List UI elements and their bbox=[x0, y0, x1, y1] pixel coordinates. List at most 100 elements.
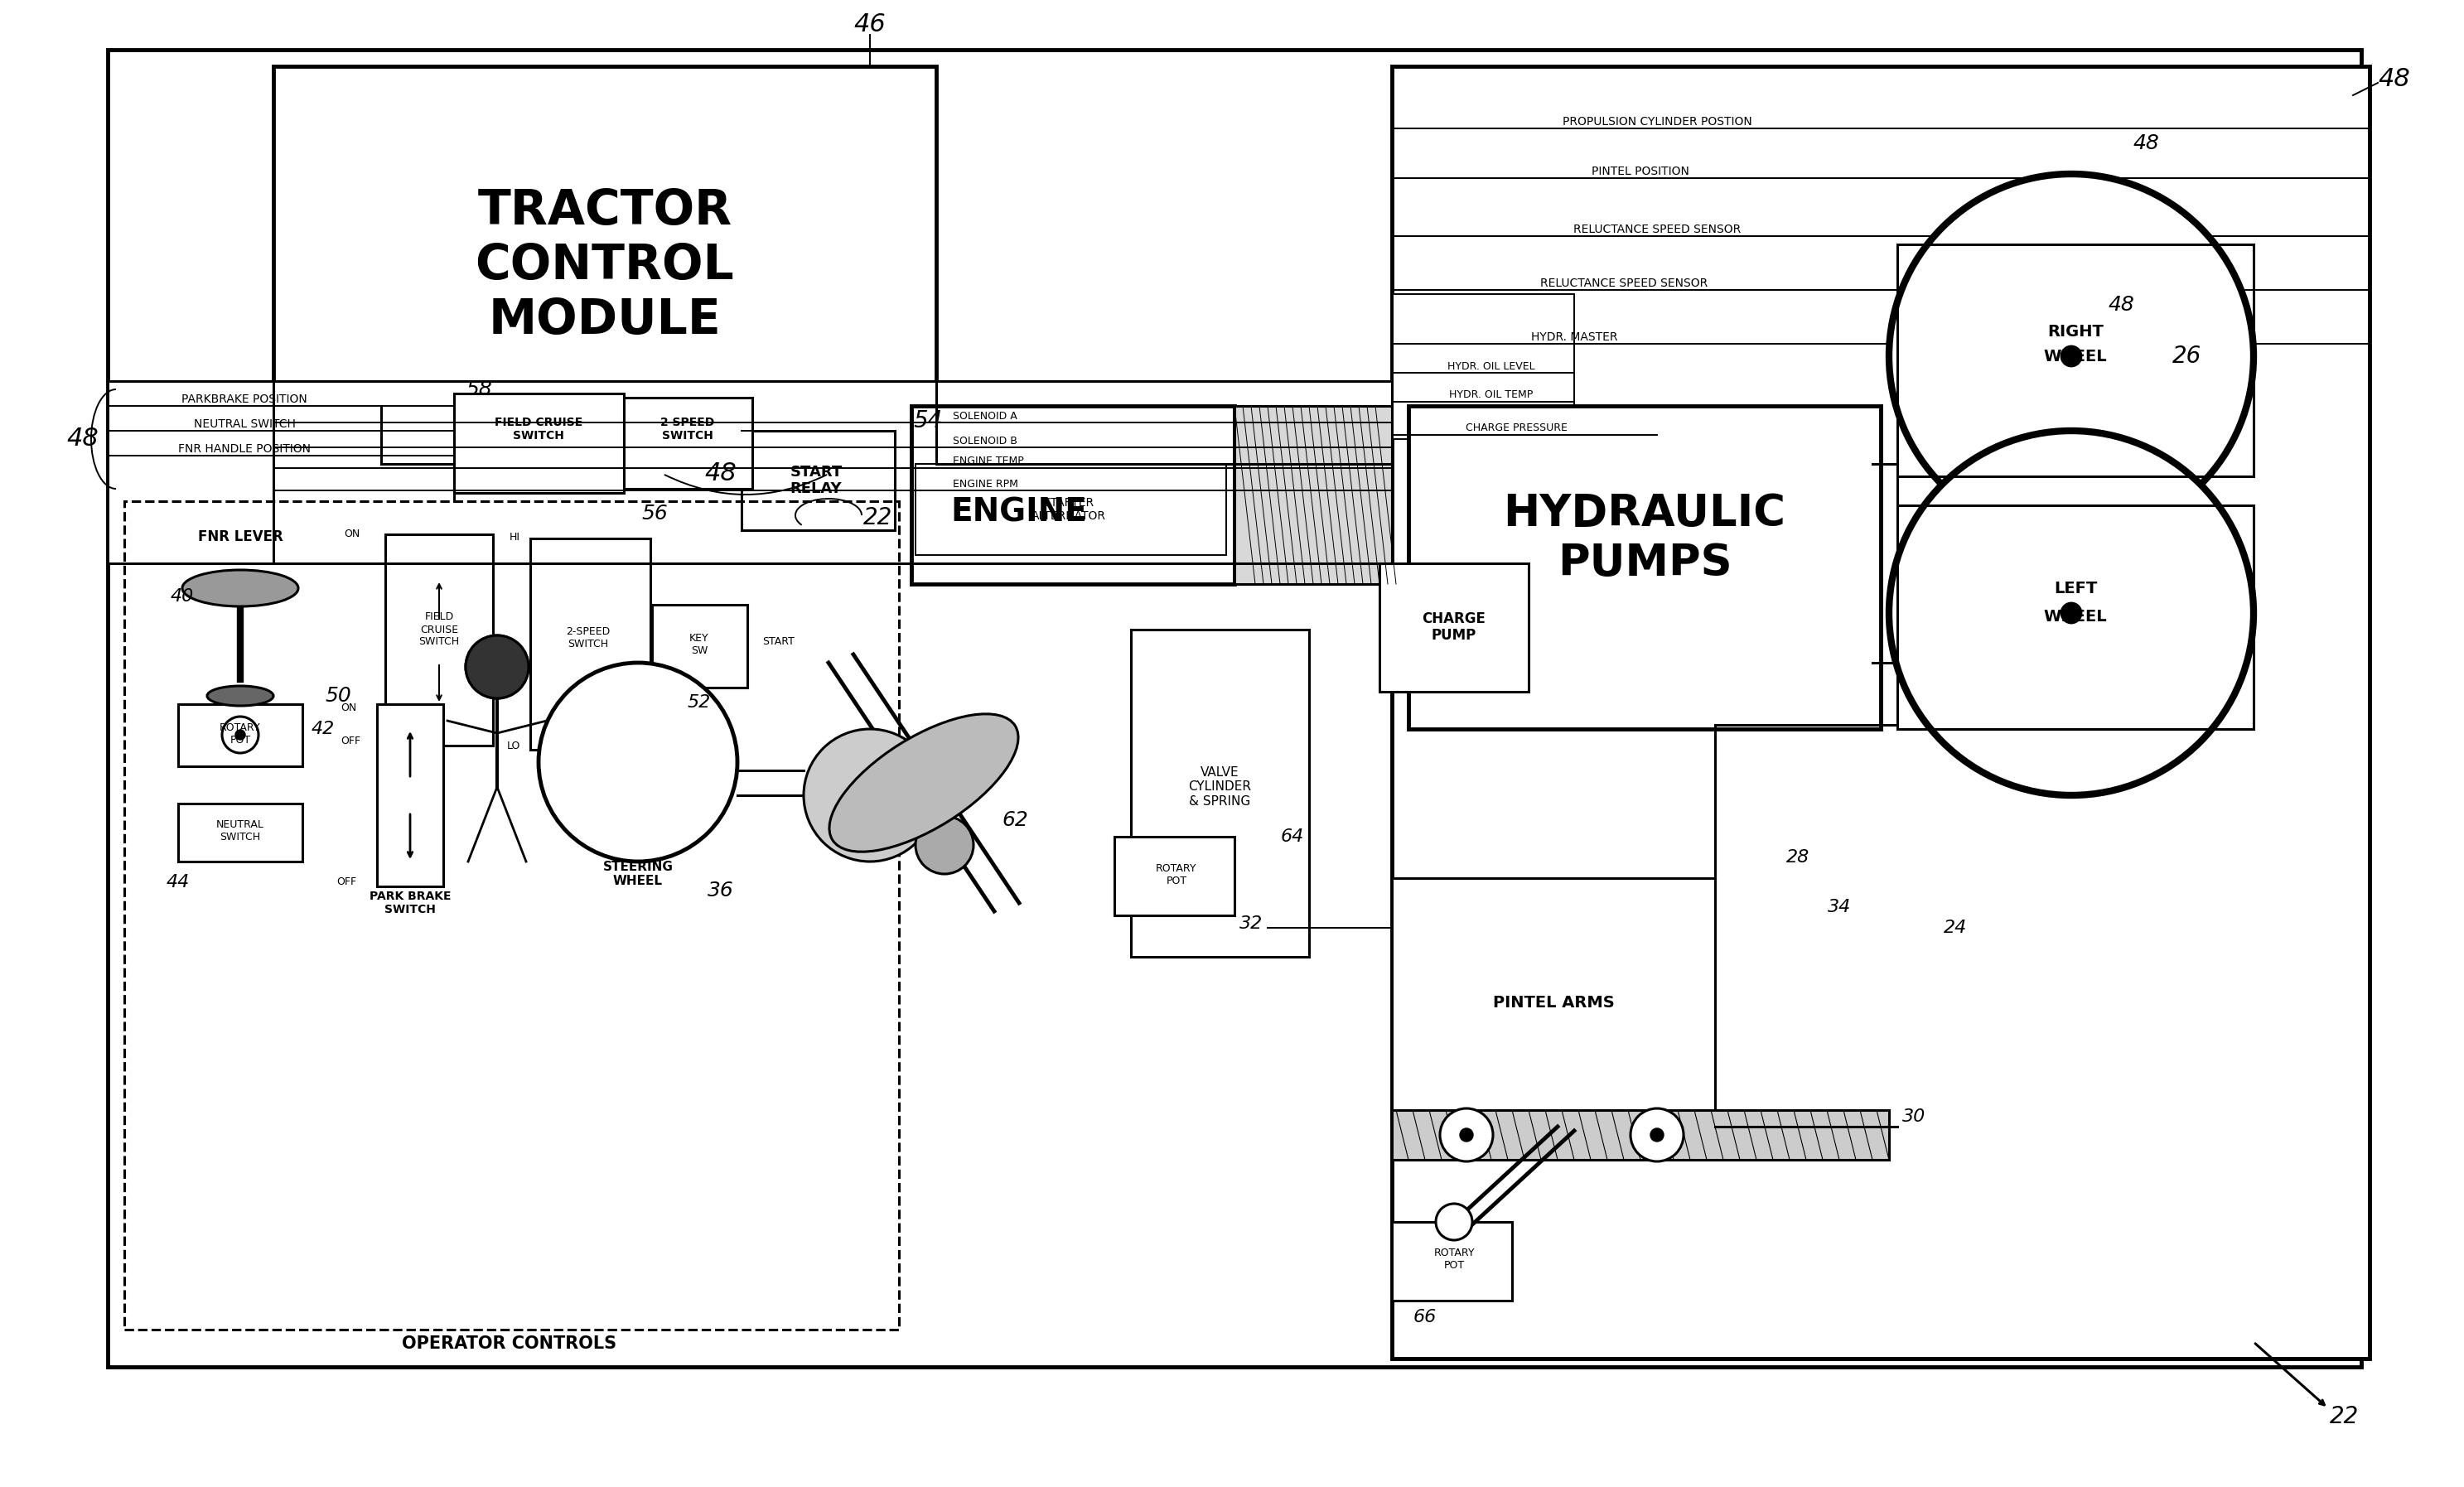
Circle shape bbox=[803, 729, 936, 861]
Text: VALVE
CYLINDER
& SPRING: VALVE CYLINDER & SPRING bbox=[1188, 766, 1252, 807]
Text: 62: 62 bbox=[1003, 810, 1027, 830]
Circle shape bbox=[1890, 174, 2255, 538]
Text: ON: ON bbox=[340, 703, 357, 714]
Text: WHEEL: WHEEL bbox=[2043, 348, 2107, 364]
Bar bbox=[623, 397, 752, 489]
Text: 48: 48 bbox=[2134, 134, 2158, 153]
Bar bbox=[1897, 506, 2255, 729]
Text: RIGHT: RIGHT bbox=[2048, 324, 2104, 339]
Bar bbox=[653, 605, 747, 687]
Text: FNR HANDLE POSITION: FNR HANDLE POSITION bbox=[177, 443, 310, 455]
Text: FIELD
CRUISE
SWITCH: FIELD CRUISE SWITCH bbox=[419, 611, 458, 647]
Text: ON: ON bbox=[345, 529, 360, 540]
Text: HI: HI bbox=[510, 531, 520, 543]
Text: ROTARY
POT: ROTARY POT bbox=[1434, 1248, 1473, 1271]
Text: 42: 42 bbox=[310, 721, 335, 738]
Text: ENGINE: ENGINE bbox=[951, 497, 1087, 528]
Text: SOLENOID B: SOLENOID B bbox=[954, 436, 1018, 446]
Text: 22: 22 bbox=[862, 506, 892, 529]
Circle shape bbox=[917, 816, 973, 874]
Text: 24: 24 bbox=[1944, 919, 1966, 937]
Bar bbox=[177, 705, 303, 766]
Text: 32: 32 bbox=[1239, 916, 1262, 932]
Bar bbox=[108, 49, 2361, 1367]
Text: PINTEL POSITION: PINTEL POSITION bbox=[1592, 165, 1690, 177]
Bar bbox=[453, 394, 623, 492]
Circle shape bbox=[540, 663, 737, 861]
Text: FIELD CRUISE
SWITCH: FIELD CRUISE SWITCH bbox=[495, 416, 582, 442]
Text: 58: 58 bbox=[466, 379, 493, 400]
Circle shape bbox=[2062, 604, 2082, 623]
Circle shape bbox=[1631, 1108, 1683, 1161]
Text: PROPULSION CYLINDER POSTION: PROPULSION CYLINDER POSTION bbox=[1562, 116, 1752, 128]
Text: 64: 64 bbox=[1281, 828, 1303, 845]
Bar bbox=[1131, 629, 1308, 956]
Text: KEY
SW: KEY SW bbox=[690, 633, 710, 656]
Bar bbox=[377, 705, 444, 886]
Bar bbox=[1380, 564, 1528, 691]
Circle shape bbox=[1439, 1108, 1493, 1161]
Text: SOLENOID A: SOLENOID A bbox=[954, 410, 1018, 421]
Bar bbox=[1897, 244, 2255, 476]
Text: 52: 52 bbox=[687, 694, 712, 711]
Bar bbox=[274, 67, 936, 464]
Ellipse shape bbox=[830, 714, 1018, 852]
Bar bbox=[1114, 837, 1234, 916]
Ellipse shape bbox=[207, 686, 274, 706]
Text: 40: 40 bbox=[170, 589, 195, 605]
Text: ROTARY
POT: ROTARY POT bbox=[219, 723, 261, 745]
Text: 48: 48 bbox=[705, 462, 737, 486]
Bar bbox=[912, 406, 1234, 584]
Bar bbox=[108, 381, 1392, 564]
Text: OFF: OFF bbox=[335, 877, 357, 888]
Text: 26: 26 bbox=[2173, 345, 2203, 367]
Text: ROTARY
POT: ROTARY POT bbox=[1156, 864, 1198, 886]
Text: 48: 48 bbox=[67, 427, 99, 451]
Text: START
RELAY: START RELAY bbox=[791, 464, 843, 497]
Bar bbox=[1392, 67, 2370, 1359]
Text: 22: 22 bbox=[2331, 1405, 2361, 1428]
Text: HYDR. OIL LEVEL: HYDR. OIL LEVEL bbox=[1446, 361, 1535, 372]
Text: WHEEL: WHEEL bbox=[2043, 610, 2107, 625]
Text: HYDRAULIC
PUMPS: HYDRAULIC PUMPS bbox=[1503, 492, 1786, 584]
Text: 30: 30 bbox=[1902, 1108, 1924, 1126]
Text: 36: 36 bbox=[707, 880, 734, 901]
Text: 2-SPEED
SWITCH: 2-SPEED SWITCH bbox=[660, 416, 715, 442]
Text: 48: 48 bbox=[2378, 67, 2410, 91]
Circle shape bbox=[1890, 431, 2255, 796]
Circle shape bbox=[222, 717, 259, 752]
Text: HYDR. MASTER: HYDR. MASTER bbox=[1530, 332, 1616, 343]
Text: LO: LO bbox=[508, 741, 520, 751]
Text: PARK BRAKE
SWITCH: PARK BRAKE SWITCH bbox=[370, 891, 451, 916]
Text: START: START bbox=[761, 636, 793, 647]
Text: OPERATOR CONTROLS: OPERATOR CONTROLS bbox=[402, 1335, 616, 1352]
Text: ENGINE RPM: ENGINE RPM bbox=[954, 479, 1018, 489]
Bar bbox=[1409, 406, 1880, 729]
Text: 34: 34 bbox=[1828, 898, 1850, 916]
Bar bbox=[530, 538, 650, 749]
Bar bbox=[1392, 294, 1574, 439]
Circle shape bbox=[853, 779, 887, 812]
Bar bbox=[123, 501, 899, 1329]
Circle shape bbox=[234, 730, 246, 739]
Bar bbox=[1392, 879, 1715, 1127]
Text: LEFT: LEFT bbox=[2055, 580, 2097, 596]
Text: 44: 44 bbox=[168, 874, 190, 891]
Text: FNR LEVER: FNR LEVER bbox=[197, 529, 283, 544]
Text: 28: 28 bbox=[1786, 849, 1809, 865]
Circle shape bbox=[466, 635, 530, 699]
Text: CHARGE PRESSURE: CHARGE PRESSURE bbox=[1466, 422, 1567, 434]
Text: 56: 56 bbox=[641, 504, 668, 523]
Bar bbox=[1392, 1111, 1890, 1160]
Bar bbox=[917, 464, 1227, 555]
Text: OFF: OFF bbox=[340, 736, 360, 746]
Circle shape bbox=[1651, 1129, 1663, 1142]
Circle shape bbox=[466, 635, 530, 699]
Text: RELUCTANCE SPEED SENSOR: RELUCTANCE SPEED SENSOR bbox=[1572, 223, 1740, 235]
Bar bbox=[384, 534, 493, 745]
Text: STARTER
ALTERNATOR: STARTER ALTERNATOR bbox=[1032, 497, 1106, 522]
Text: PINTEL ARMS: PINTEL ARMS bbox=[1493, 995, 1614, 1010]
Text: PARKBRAKE POSITION: PARKBRAKE POSITION bbox=[182, 394, 308, 404]
Text: 48: 48 bbox=[2107, 294, 2134, 315]
Circle shape bbox=[1437, 1203, 1473, 1240]
